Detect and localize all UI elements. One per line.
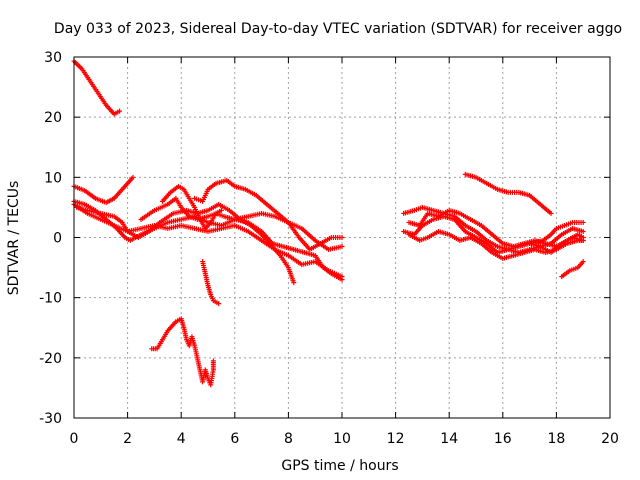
y-tick-label: -20 (39, 351, 62, 367)
y-tick-label: 0 (53, 231, 62, 247)
data-point (216, 301, 222, 307)
data-point (339, 235, 345, 240)
series-track-q (559, 259, 586, 280)
data-point (548, 210, 554, 216)
x-tick-label: 0 (70, 431, 79, 447)
x-tick-label: 8 (284, 431, 293, 447)
y-tick-label: 30 (44, 50, 62, 66)
data-point (130, 174, 136, 180)
data-point (580, 228, 586, 234)
series-track-p (527, 219, 586, 247)
series-track-m (406, 207, 586, 250)
data-point (117, 108, 123, 114)
series-track-b (71, 174, 136, 206)
data-points (71, 58, 586, 388)
series-track-i (200, 259, 222, 307)
data-point (339, 277, 345, 283)
x-tick-label: 12 (387, 431, 405, 447)
y-axis-label: SDTVAR / TECUs (6, 181, 22, 296)
y-tick-label: 10 (44, 170, 62, 186)
x-tick-label: 18 (547, 431, 565, 447)
x-tick-label: 16 (494, 431, 512, 447)
data-point (580, 219, 586, 225)
x-tick-label: 6 (230, 431, 239, 447)
axis-ticks: 0 2 4 6 8 10 12 14 16 18 20 30 20 10 0 -10 -20 -30 (39, 50, 619, 447)
x-tick-label: 10 (333, 431, 351, 447)
x-tick-label: 14 (440, 431, 458, 447)
y-tick-label: -10 (39, 291, 62, 307)
series-track-h (192, 177, 345, 253)
data-point (218, 207, 224, 213)
data-point (339, 244, 345, 250)
data-point (210, 358, 216, 364)
series-track-o (462, 171, 554, 216)
x-tick-label: 2 (123, 431, 132, 447)
plot-frame (73, 56, 611, 419)
series-track-n (406, 228, 586, 262)
data-point (580, 238, 586, 244)
data-point (291, 280, 297, 286)
series-track-f (138, 195, 345, 283)
data-point (580, 259, 586, 265)
x-axis-label: GPS time / hours (281, 458, 398, 474)
x-tick-label: 4 (177, 431, 186, 447)
chart-title: Day 033 of 2023, Sidereal Day-to-day VTE… (54, 21, 622, 37)
x-tick-label: 20 (601, 431, 619, 447)
series-track-g (159, 183, 224, 231)
y-tick-label: -30 (39, 411, 62, 427)
series-track-j (149, 316, 216, 388)
y-tick-label: 20 (44, 110, 62, 126)
series-track-a (71, 58, 123, 117)
